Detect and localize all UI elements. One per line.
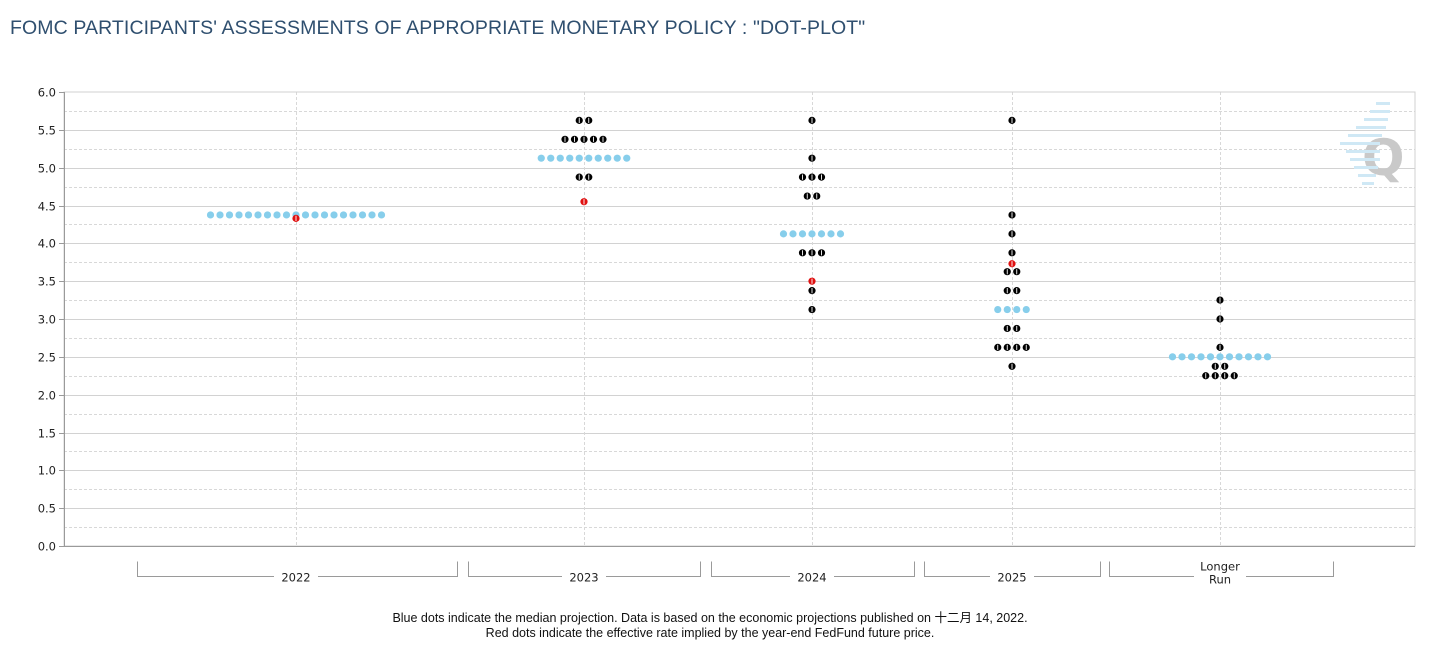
median-dot xyxy=(585,154,593,162)
median-dot xyxy=(1206,353,1215,361)
category-label-bg xyxy=(562,568,606,583)
logo-bar xyxy=(1350,158,1380,161)
median-dot xyxy=(1254,353,1262,361)
median-dot xyxy=(566,154,574,162)
logo-bar xyxy=(1348,134,1382,137)
median-dot xyxy=(779,230,788,238)
median-dot xyxy=(1244,353,1253,361)
y-tick-label: 4.5 xyxy=(38,200,56,214)
category-label: 2023 xyxy=(569,571,598,585)
median-dot xyxy=(368,211,376,219)
y-tick-label: 6.0 xyxy=(38,86,56,100)
median-dot xyxy=(273,211,281,219)
logo-bar xyxy=(1364,118,1388,121)
grid-lines xyxy=(64,92,1415,546)
axes: 0.0 0.5 1.0 1.5 2.0 2.5 3.0 3.5 4.0 4.5 5.0 5.5 6.0 xyxy=(38,86,1416,554)
logo-bar xyxy=(1358,174,1376,177)
median-dot xyxy=(1187,353,1196,361)
median-dot xyxy=(798,230,807,238)
category-label: Run xyxy=(1209,573,1231,587)
median-dot xyxy=(330,211,338,219)
y-tick-label: 2.0 xyxy=(38,389,56,403)
median-dot xyxy=(225,211,234,219)
median-dot xyxy=(254,211,262,219)
category-label: 2024 xyxy=(797,571,826,585)
median-dot xyxy=(547,154,555,162)
median-dot xyxy=(1168,353,1177,361)
median-dot xyxy=(1197,353,1205,361)
median-dot xyxy=(827,230,835,238)
footnote-median: Blue dots indicate the median projection… xyxy=(392,611,1027,625)
logo-bar xyxy=(1370,110,1390,113)
category-label-bg xyxy=(1194,556,1246,589)
median-dot xyxy=(556,154,564,162)
category-label-bg xyxy=(990,568,1034,583)
y-tick-label: 1.5 xyxy=(38,427,56,441)
y-tick-label: 0.0 xyxy=(38,540,56,554)
chart-title: FOMC PARTICIPANTS' ASSESSMENTS OF APPROP… xyxy=(10,17,866,39)
median-dot xyxy=(311,211,319,219)
y-tick-label: 3.0 xyxy=(38,313,56,327)
logo-bar xyxy=(1362,182,1374,185)
median-dot xyxy=(1263,353,1272,361)
category-label: Longer xyxy=(1200,560,1240,574)
median-dot xyxy=(789,230,797,238)
median-dot xyxy=(537,154,545,162)
category-label: 2022 xyxy=(281,571,310,585)
logo-bar xyxy=(1346,150,1380,153)
median-dot xyxy=(808,230,816,238)
median-dot xyxy=(358,211,367,219)
median-dot xyxy=(1178,353,1186,361)
y-tick-label: 0.5 xyxy=(38,502,56,516)
category-label-bg xyxy=(790,568,834,583)
median-dot xyxy=(320,211,329,219)
y-tick-label: 4.0 xyxy=(38,237,56,251)
median-dot xyxy=(1013,305,1021,314)
median-dot xyxy=(575,154,583,162)
median-dot xyxy=(349,211,357,219)
median-dot xyxy=(244,211,253,219)
median-dot xyxy=(263,211,272,219)
median-dot xyxy=(1235,353,1243,361)
median-dot xyxy=(339,211,348,219)
median-dot xyxy=(301,211,310,219)
median-dot xyxy=(613,154,621,162)
median-dot xyxy=(235,211,243,219)
median-dot xyxy=(623,154,631,162)
median-dot xyxy=(817,230,826,238)
q-logo: Q xyxy=(1340,102,1405,187)
category-label: 2025 xyxy=(997,571,1026,585)
y-tick-label: 5.5 xyxy=(38,124,56,138)
median-dot xyxy=(604,154,612,162)
median-dot xyxy=(216,211,224,219)
median-dot xyxy=(1003,305,1011,314)
y-tick-label: 2.5 xyxy=(38,351,56,365)
median-dot xyxy=(206,211,215,219)
median-dot xyxy=(282,211,291,219)
logo-bar xyxy=(1354,166,1378,169)
median-dot xyxy=(1225,353,1234,361)
y-tick-label: 1.0 xyxy=(38,464,56,478)
logo-bar xyxy=(1376,102,1390,105)
median-dot xyxy=(1022,305,1030,314)
median-dot xyxy=(994,305,1002,314)
median-dot xyxy=(377,211,386,219)
footnote-market: Red dots indicate the effective rate imp… xyxy=(486,626,935,640)
median-dot xyxy=(836,230,845,238)
logo-bar xyxy=(1356,126,1386,129)
median-dot xyxy=(594,154,602,162)
y-tick-label: 5.0 xyxy=(38,162,56,176)
category-label-bg xyxy=(274,568,318,583)
median-dot xyxy=(1216,353,1224,361)
dots-layer xyxy=(206,116,1272,380)
y-tick-label: 3.5 xyxy=(38,275,56,289)
logo-bar xyxy=(1340,142,1380,145)
